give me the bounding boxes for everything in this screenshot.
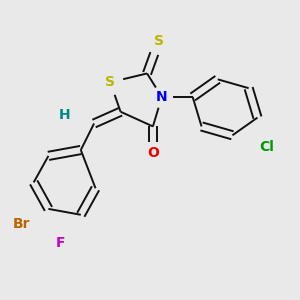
Text: Cl: Cl (259, 140, 274, 154)
Text: O: O (147, 146, 159, 160)
Text: H: H (59, 108, 70, 122)
Text: Br: Br (13, 217, 31, 231)
Text: N: N (156, 90, 168, 104)
Text: S: S (105, 75, 115, 89)
Text: F: F (56, 236, 65, 250)
Text: S: S (154, 34, 164, 48)
